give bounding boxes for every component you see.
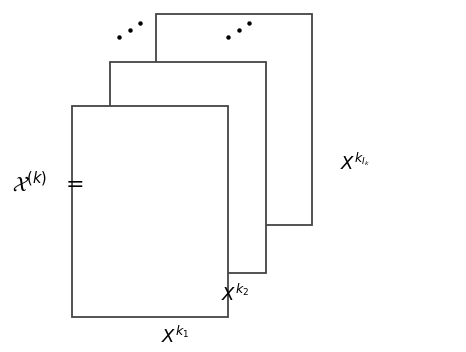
Bar xyxy=(110,62,266,273)
Text: $=$: $=$ xyxy=(61,172,83,194)
Bar xyxy=(156,14,312,225)
Bar xyxy=(72,106,228,317)
Text: $X^{k_1}$: $X^{k_1}$ xyxy=(161,326,189,347)
Text: $X^{k_{I_k}}$: $X^{k_{I_k}}$ xyxy=(340,153,370,174)
Text: $X^{k_2}$: $X^{k_2}$ xyxy=(221,283,250,304)
Text: $\mathcal{X}^{(k)}$: $\mathcal{X}^{(k)}$ xyxy=(12,171,47,195)
